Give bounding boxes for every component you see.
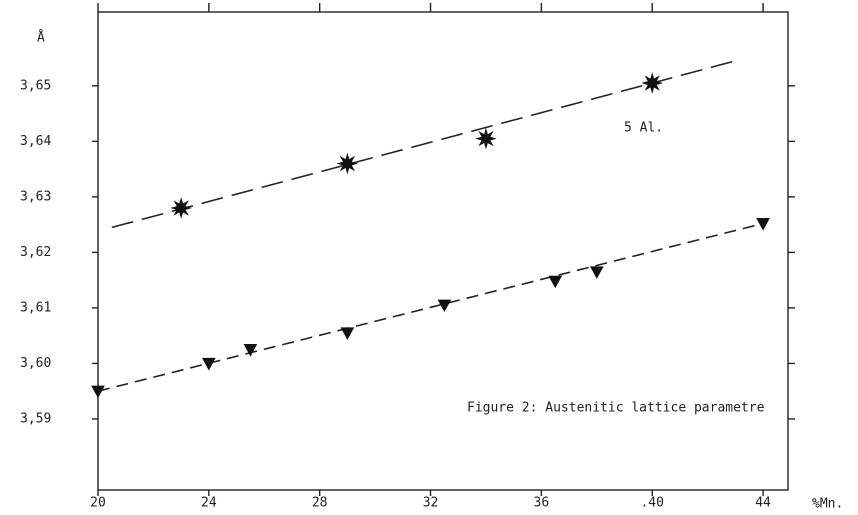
plot-frame [97, 11, 789, 491]
x-tick-label: 24 [201, 496, 217, 511]
annotation: 5 Al. [624, 121, 663, 136]
triangle-marker [548, 275, 563, 289]
x-tick-label: 44 [755, 496, 771, 511]
y-axis-label: Å [37, 30, 45, 46]
fit-line [111, 60, 736, 229]
star-marker [641, 72, 664, 94]
x-tick-label: 36 [534, 496, 550, 511]
triangle-marker [756, 218, 770, 231]
triangle-marker [589, 266, 604, 279]
x-tick-label: 20 [90, 496, 106, 511]
x-tick-label: 32 [423, 496, 439, 511]
triangle-marker [91, 385, 105, 399]
triangle-marker [243, 344, 258, 357]
x-tick-label: 28 [312, 496, 328, 511]
triangle-marker [202, 357, 216, 371]
star-marker [170, 197, 192, 219]
y-tick-label: 3,63 [20, 189, 51, 204]
y-tick-label: 3,65 [20, 78, 51, 93]
annotation: Figure 2: Austenitic lattice parametre [467, 401, 765, 416]
star-marker [336, 152, 359, 175]
x-tick-label: .40 [640, 496, 663, 511]
y-tick-label: 3,64 [20, 134, 51, 149]
y-tick-label: 3,62 [20, 245, 51, 260]
y-tick-label: 3,61 [20, 300, 51, 315]
fit-line [97, 222, 764, 392]
star-marker [475, 127, 497, 150]
y-tick-label: 3,59 [20, 411, 51, 426]
triangle-marker [437, 299, 452, 313]
triangle-marker [340, 327, 355, 340]
y-tick-label: 3,60 [20, 356, 51, 371]
x-axis-label: %Mn. [812, 497, 843, 512]
